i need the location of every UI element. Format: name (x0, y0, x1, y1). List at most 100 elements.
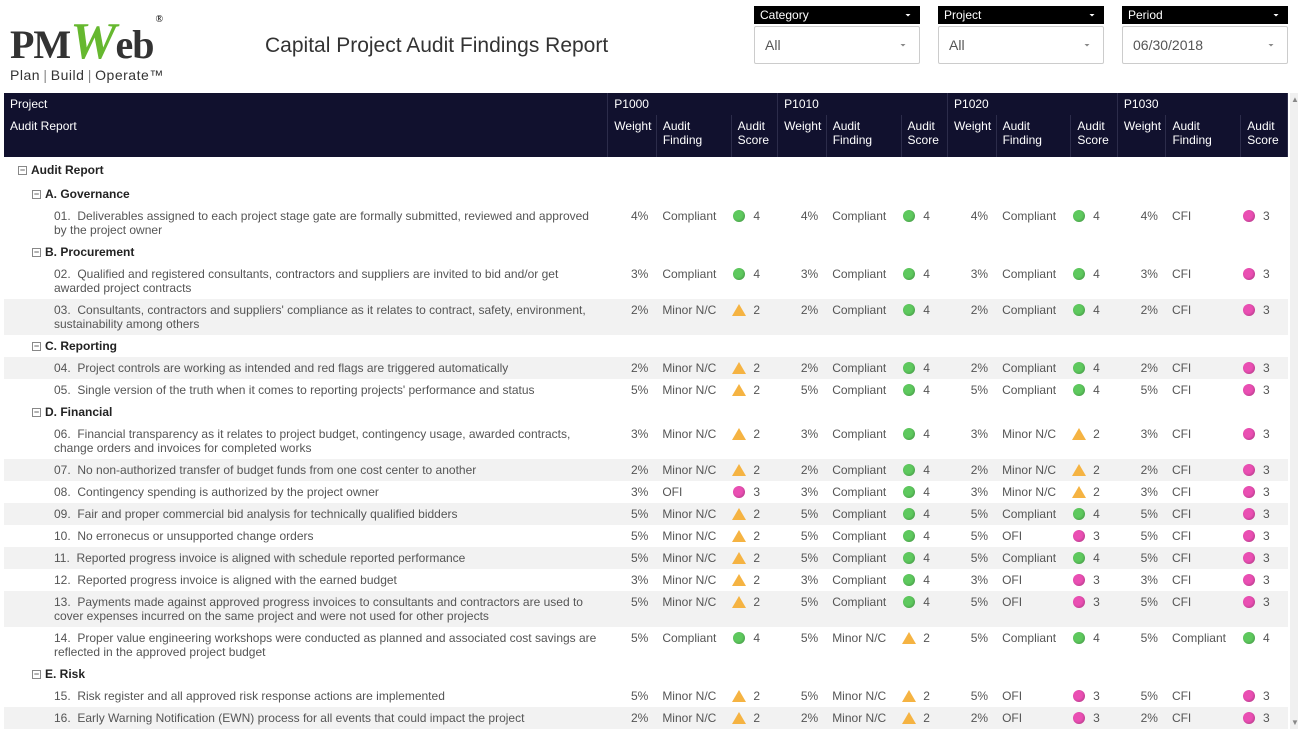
cell-weight: 5% (778, 525, 827, 547)
cell-weight: 5% (1117, 503, 1166, 525)
collapse-icon[interactable]: − (32, 342, 41, 351)
status-icon (1073, 632, 1085, 644)
cell-weight: 5% (948, 525, 997, 547)
cell-weight: 5% (1117, 379, 1166, 401)
collapse-icon[interactable]: − (32, 248, 41, 257)
cell-weight: 2% (1117, 459, 1166, 481)
col-weight: Weight (948, 115, 997, 157)
cell-score: 3 (1087, 685, 1117, 707)
row-desc: 02. Qualified and registered consultants… (4, 263, 608, 299)
cell-finding: Compliant (826, 379, 901, 401)
col-sub: Audit Report (4, 115, 608, 157)
status-icon (1073, 362, 1085, 374)
cell-indicator (1241, 569, 1257, 591)
cell-indicator (901, 379, 917, 401)
cell-score: 4 (1087, 547, 1117, 569)
cell-weight: 4% (948, 205, 997, 241)
cell-finding: Minor N/C (826, 627, 901, 663)
group-label: A. Governance (45, 187, 130, 201)
cell-finding: CFI (1166, 357, 1241, 379)
warning-icon (732, 574, 746, 586)
cell-score: 4 (917, 547, 947, 569)
cell-score: 3 (1257, 263, 1288, 299)
cell-finding: CFI (1166, 707, 1241, 729)
cell-weight: 3% (608, 423, 657, 459)
status-icon (903, 574, 915, 586)
collapse-icon[interactable]: − (18, 166, 27, 175)
status-icon (733, 486, 745, 498)
cell-score: 2 (747, 299, 777, 335)
vertical-scrollbar[interactable]: ▲ ▼ (1290, 93, 1298, 729)
cell-finding: CFI (1166, 525, 1241, 547)
filter-dropdown[interactable]: All (938, 26, 1104, 64)
cell-weight: 5% (1117, 591, 1166, 627)
cell-weight: 5% (778, 547, 827, 569)
cell-indicator (901, 569, 917, 591)
cell-score: 2 (747, 685, 777, 707)
cell-score: 4 (917, 423, 947, 459)
col-score: Audit Score (731, 115, 778, 157)
col-project: P1010 (778, 93, 948, 115)
status-icon (1073, 508, 1085, 520)
group-row[interactable]: −A. Governance (4, 183, 1288, 205)
warning-icon (732, 428, 746, 440)
cell-finding: Minor N/C (656, 685, 731, 707)
cell-weight: 3% (1117, 481, 1166, 503)
cell-weight: 5% (1117, 525, 1166, 547)
cell-weight: 2% (778, 707, 827, 729)
cell-score: 3 (1257, 569, 1288, 591)
table-row: 02. Qualified and registered consultants… (4, 263, 1288, 299)
filter-period: Period06/30/2018 (1122, 6, 1288, 64)
cell-score: 2 (747, 379, 777, 401)
cell-finding: CFI (1166, 503, 1241, 525)
cell-indicator (901, 481, 917, 503)
cell-indicator (1241, 707, 1257, 729)
collapse-icon[interactable]: − (32, 408, 41, 417)
collapse-icon[interactable]: − (32, 190, 41, 199)
status-icon (903, 486, 915, 498)
cell-finding: OFI (996, 707, 1071, 729)
cell-finding: Minor N/C (996, 459, 1071, 481)
cell-indicator (1071, 423, 1087, 459)
cell-finding: Compliant (996, 263, 1071, 299)
filter-dropdown[interactable]: 06/30/2018 (1122, 26, 1288, 64)
col-finding: Audit Finding (1166, 115, 1241, 157)
cell-finding: Compliant (826, 263, 901, 299)
cell-score: 4 (917, 591, 947, 627)
group-row[interactable]: −E. Risk (4, 663, 1288, 685)
scroll-up-icon[interactable]: ▲ (1291, 93, 1298, 106)
group-row[interactable]: −Audit Report (4, 157, 1288, 183)
cell-finding: Compliant (826, 547, 901, 569)
status-icon (903, 384, 915, 396)
collapse-icon[interactable]: − (32, 670, 41, 679)
group-row[interactable]: −D. Financial (4, 401, 1288, 423)
group-row[interactable]: −B. Procurement (4, 241, 1288, 263)
cell-score: 3 (1257, 525, 1288, 547)
cell-weight: 3% (1117, 423, 1166, 459)
cell-weight: 3% (608, 569, 657, 591)
filter-project: ProjectAll (938, 6, 1104, 64)
col-project: P1000 (608, 93, 778, 115)
cell-finding: Compliant (656, 205, 731, 241)
warning-icon (1072, 464, 1086, 476)
cell-score: 4 (917, 205, 947, 241)
cell-finding: OFI (996, 525, 1071, 547)
status-icon (1073, 210, 1085, 222)
cell-weight: 3% (778, 263, 827, 299)
cell-indicator (1241, 299, 1257, 335)
header-bar: PMWeb® Plan | Build | Operate™ Capital P… (0, 0, 1298, 87)
cell-indicator (731, 525, 747, 547)
group-label: E. Risk (45, 667, 85, 681)
status-icon (1243, 304, 1255, 316)
scroll-down-icon[interactable]: ▼ (1291, 716, 1298, 729)
cell-finding: Minor N/C (656, 591, 731, 627)
table-row: 12. Reported progress invoice is aligned… (4, 569, 1288, 591)
cell-weight: 3% (948, 263, 997, 299)
cell-indicator (1071, 299, 1087, 335)
col-finding: Audit Finding (826, 115, 901, 157)
cell-finding: Minor N/C (656, 525, 731, 547)
filter-dropdown[interactable]: All (754, 26, 920, 64)
col-score: Audit Score (901, 115, 948, 157)
group-row[interactable]: −C. Reporting (4, 335, 1288, 357)
cell-indicator (731, 299, 747, 335)
